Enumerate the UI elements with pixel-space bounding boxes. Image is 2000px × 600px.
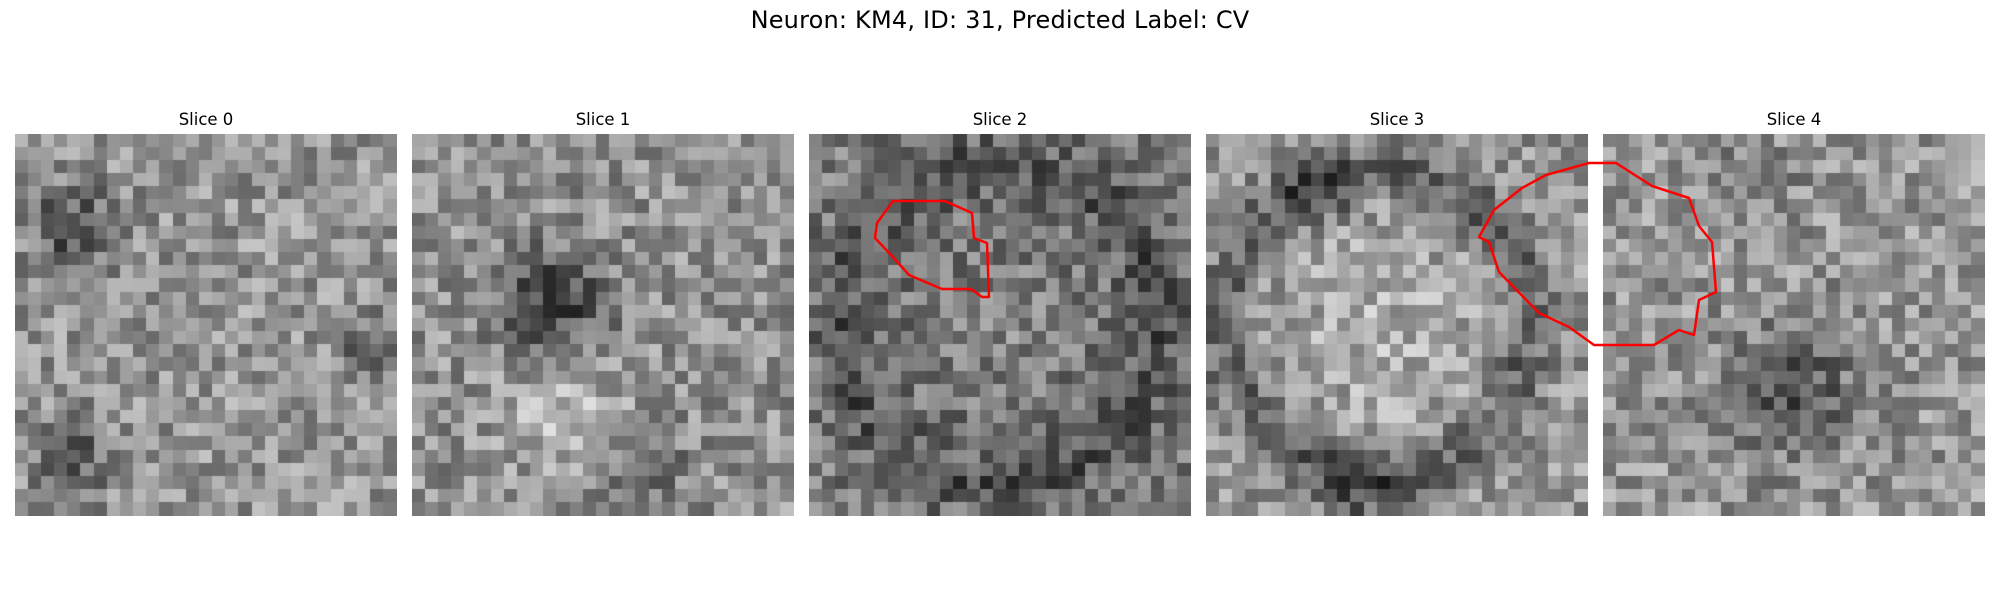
figure-title: Neuron: KM4, ID: 31, Predicted Label: CV xyxy=(750,6,1250,34)
panel-title-slice-2: Slice 2 xyxy=(972,110,1028,129)
slice-3-image xyxy=(1206,134,1588,516)
panel-title-slice-1: Slice 1 xyxy=(575,110,631,129)
slice-2-image xyxy=(809,134,1191,516)
panel-title-slice-3: Slice 3 xyxy=(1369,110,1425,129)
slice-0-image xyxy=(15,134,397,516)
slice-1-image xyxy=(412,134,794,516)
panel-title-slice-4: Slice 4 xyxy=(1766,110,1822,129)
panel-title-slice-0: Slice 0 xyxy=(178,110,234,129)
slice-4-image xyxy=(1603,134,1985,516)
